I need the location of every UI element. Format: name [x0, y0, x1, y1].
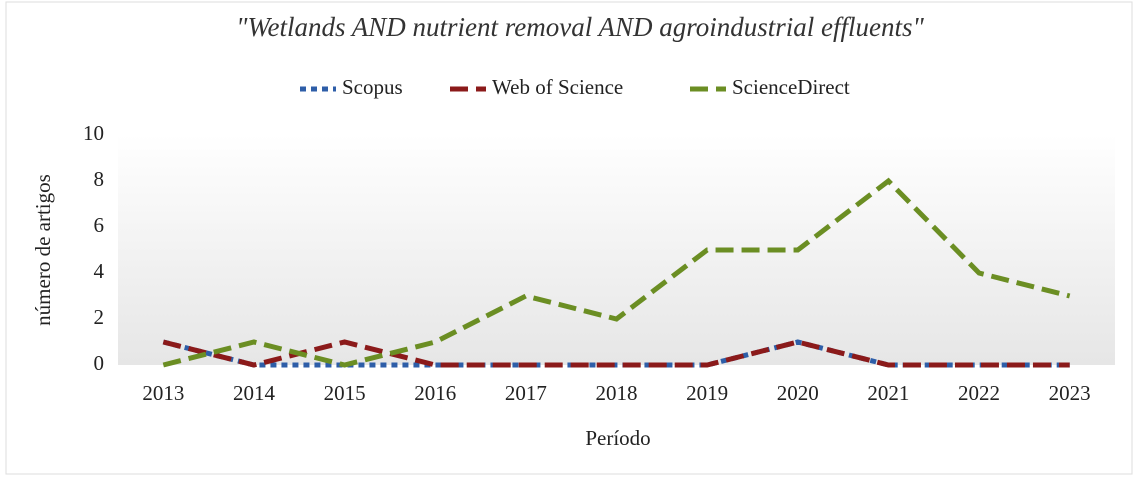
x-tick-label: 2018 — [596, 381, 638, 405]
plot-area — [118, 135, 1115, 365]
legend-label: Web of Science — [492, 75, 623, 99]
y-tick-label: 2 — [94, 305, 105, 329]
y-tick-label: 8 — [94, 167, 105, 191]
legend-label: Scopus — [342, 75, 403, 99]
x-tick-label: 2013 — [142, 381, 184, 405]
x-tick-label: 2020 — [777, 381, 819, 405]
y-tick-label: 10 — [83, 121, 104, 145]
y-axis-label: número de artigos — [31, 174, 55, 326]
y-tick-label: 0 — [94, 351, 105, 375]
x-tick-label: 2014 — [233, 381, 276, 405]
x-tick-label: 2015 — [324, 381, 366, 405]
x-tick-label: 2017 — [505, 381, 547, 405]
series-line — [162, 339, 1070, 368]
x-axis-label: Período — [585, 426, 650, 450]
y-tick-label: 6 — [94, 213, 105, 237]
legend-label: ScienceDirect — [732, 75, 850, 99]
y-tick-label: 4 — [94, 259, 105, 283]
x-tick-label: 2021 — [867, 381, 909, 405]
x-tick-label: 2023 — [1049, 381, 1091, 405]
series-line — [162, 177, 1071, 368]
x-tick-label: 2016 — [414, 381, 456, 405]
frame — [5, 1, 1133, 475]
x-tick-label: 2019 — [686, 381, 728, 405]
x-tick-label: 2022 — [958, 381, 1000, 405]
chart-title: "Wetlands AND nutrient removal AND agroi… — [236, 12, 924, 42]
